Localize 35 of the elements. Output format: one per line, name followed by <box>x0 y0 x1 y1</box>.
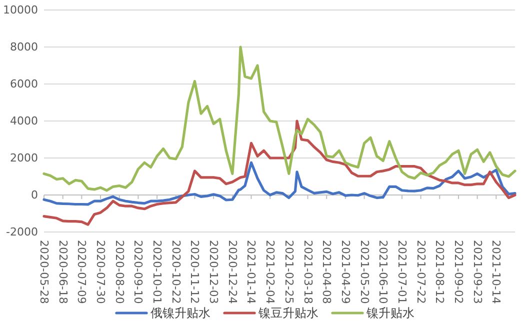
y-tick-label: 6000 <box>10 78 38 90</box>
x-tick-label: 2021-04-29 <box>338 240 352 304</box>
x-tick-label: 2021-08-12 <box>433 240 446 304</box>
x-tick-label: 2021-04-08 <box>320 240 334 304</box>
x-tick-label: 2021-07-22 <box>414 240 428 304</box>
x-tick-label: 2020-10-01 <box>150 240 164 304</box>
x-tick-label: 2020-07-09 <box>75 240 88 304</box>
y-tick-label: 8000 <box>10 40 38 54</box>
y-tick-label: 4000 <box>10 114 38 128</box>
x-tick-label: 2021-05-20 <box>358 240 371 304</box>
x-tick-label: 2021-06-10 <box>376 240 390 304</box>
x-tick-label: 2021-02-25 <box>282 240 296 304</box>
x-tick-label: 2020-11-12 <box>188 240 202 304</box>
legend-label: 镍豆升贴水 <box>258 306 318 320</box>
x-tick-label: 2020-05-28 <box>38 240 50 304</box>
x-tick-label: 2020-06-18 <box>56 240 70 304</box>
x-tick-label: 2020-12-24 <box>226 240 239 304</box>
x-tick-label: 2021-03-18 <box>301 240 314 304</box>
y-tick-label: 10000 <box>3 4 38 16</box>
x-tick-label: 2020-10-22 <box>169 240 182 304</box>
x-tick-label: 2021-02-04 <box>264 240 277 304</box>
x-tick-label: 2021-07-01 <box>395 240 408 304</box>
x-tick-label: 2021-10-14 <box>490 240 503 304</box>
x-tick-label: 2021-01-14 <box>244 240 258 304</box>
legend-label: 镍升贴水 <box>366 306 414 320</box>
x-tick-label: 2020-09-10 <box>132 240 145 304</box>
x-tick-label: 2020-08-20 <box>112 240 126 304</box>
legend-label: 俄镍升贴水 <box>150 306 210 320</box>
y-tick-label: 0 <box>31 188 38 202</box>
y-tick-label: 2000 <box>10 152 38 164</box>
x-tick-label: 2020-12-03 <box>207 240 220 304</box>
x-tick-label: 2020-07-30 <box>94 240 108 304</box>
y-tick-label: -2000 <box>6 226 38 238</box>
x-tick-label: 2021-09-23 <box>470 240 484 304</box>
x-tick-label: 2021-09-02 <box>452 240 465 304</box>
